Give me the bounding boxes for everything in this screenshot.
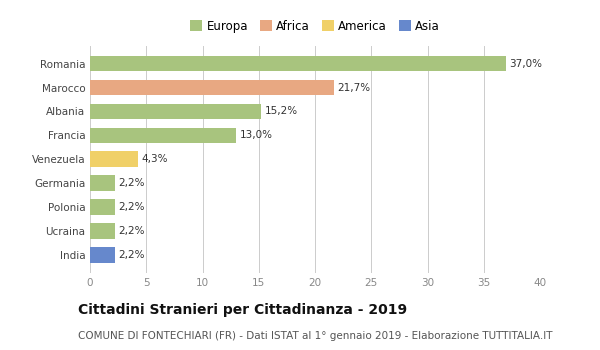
Text: 2,2%: 2,2% bbox=[118, 250, 145, 260]
Bar bbox=[90, 56, 506, 71]
Text: 37,0%: 37,0% bbox=[509, 58, 542, 69]
Text: Cittadini Stranieri per Cittadinanza - 2019: Cittadini Stranieri per Cittadinanza - 2… bbox=[78, 303, 407, 317]
Text: 15,2%: 15,2% bbox=[265, 106, 298, 117]
Text: COMUNE DI FONTECHIARI (FR) - Dati ISTAT al 1° gennaio 2019 - Elaborazione TUTTIT: COMUNE DI FONTECHIARI (FR) - Dati ISTAT … bbox=[78, 331, 553, 341]
Text: 21,7%: 21,7% bbox=[337, 83, 371, 92]
Bar bbox=[90, 199, 115, 215]
Bar bbox=[90, 247, 115, 262]
Text: 2,2%: 2,2% bbox=[118, 178, 145, 188]
Bar bbox=[90, 223, 115, 239]
Bar bbox=[90, 127, 236, 143]
Text: 2,2%: 2,2% bbox=[118, 226, 145, 236]
Bar bbox=[90, 152, 139, 167]
Text: 2,2%: 2,2% bbox=[118, 202, 145, 212]
Text: 4,3%: 4,3% bbox=[142, 154, 168, 164]
Bar bbox=[90, 80, 334, 95]
Bar bbox=[90, 175, 115, 191]
Text: 13,0%: 13,0% bbox=[239, 130, 272, 140]
Bar bbox=[90, 104, 261, 119]
Legend: Europa, Africa, America, Asia: Europa, Africa, America, Asia bbox=[185, 15, 445, 37]
